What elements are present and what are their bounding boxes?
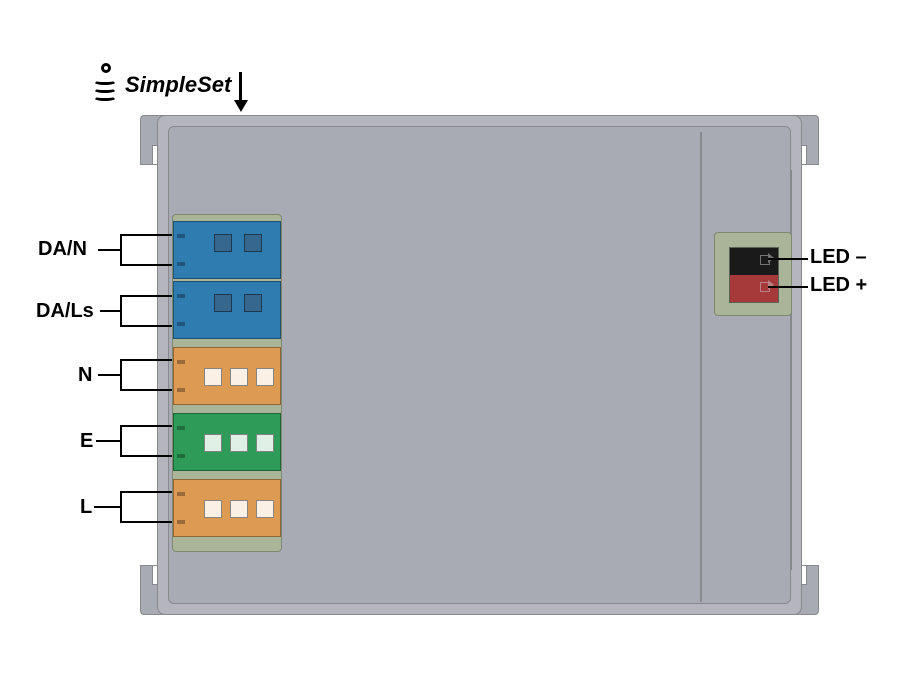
label-n: N	[78, 364, 92, 387]
leader-line	[120, 234, 172, 236]
terminal-da-n	[173, 221, 281, 279]
leader-line	[120, 234, 122, 266]
leader-line	[120, 295, 122, 327]
leader-line	[100, 310, 120, 312]
leader-line	[768, 286, 808, 288]
leader-line	[98, 374, 120, 376]
leader-line	[120, 521, 172, 523]
terminal-n	[173, 347, 281, 405]
leader-line	[120, 425, 122, 457]
leader-line	[120, 295, 172, 297]
leader-line	[120, 491, 122, 523]
terminal-da-ls	[173, 281, 281, 339]
led-connector	[729, 247, 779, 303]
leader-line	[120, 425, 172, 427]
output-terminal-panel	[714, 232, 792, 316]
simpleset-label: SimpleSet	[125, 72, 231, 98]
input-terminal-panel	[172, 214, 282, 552]
label-l: L	[80, 496, 92, 519]
led-minus-port	[730, 248, 778, 275]
simpleset-icon	[93, 63, 117, 103]
terminal-e	[173, 413, 281, 471]
label-da-n: DA/N	[38, 238, 87, 261]
leader-line	[120, 455, 172, 457]
leader-line	[120, 325, 172, 327]
leader-line	[94, 506, 120, 508]
device-seam	[700, 132, 702, 602]
leader-line	[120, 359, 172, 361]
label-da-ls: DA/Ls	[36, 300, 94, 323]
label-led-minus: LED –	[810, 246, 867, 269]
leader-line	[768, 258, 808, 260]
led-plus-port	[730, 275, 778, 302]
terminal-l	[173, 479, 281, 537]
leader-line	[96, 440, 120, 442]
device-seam	[790, 170, 792, 570]
label-e: E	[80, 430, 93, 453]
leader-line	[120, 359, 122, 391]
leader-line	[120, 389, 172, 391]
leader-line	[120, 491, 172, 493]
leader-line	[120, 264, 172, 266]
leader-line	[98, 249, 120, 251]
label-led-plus: LED +	[810, 274, 867, 297]
